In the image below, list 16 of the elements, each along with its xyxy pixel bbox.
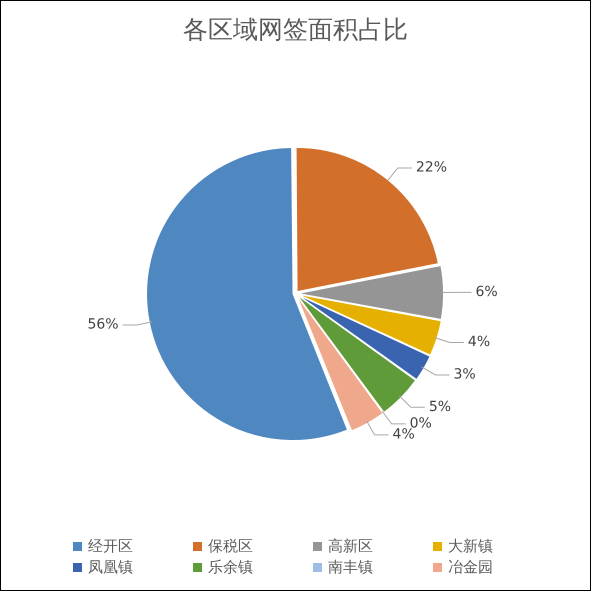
legend-label: 高新区 [328, 537, 373, 556]
data-label: 3% [454, 366, 476, 383]
data-label: 5% [428, 398, 452, 415]
data-label: 56% [87, 316, 119, 333]
legend-label: 凤凰镇 [88, 558, 133, 577]
legend-label: 南丰镇 [328, 558, 373, 577]
legend-label: 冶金园 [448, 558, 493, 577]
legend-label: 大新镇 [448, 537, 493, 556]
legend-label: 经开区 [88, 537, 133, 556]
legend-label: 保税区 [208, 537, 253, 556]
legend-label: 乐余镇 [208, 558, 253, 577]
data-label: 22% [416, 160, 448, 176]
chart-title: 各区域网签面积占比 [182, 14, 409, 46]
data-label: 4% [392, 426, 415, 443]
data-label: 4% [468, 334, 490, 350]
data-label: 6% [475, 284, 498, 300]
